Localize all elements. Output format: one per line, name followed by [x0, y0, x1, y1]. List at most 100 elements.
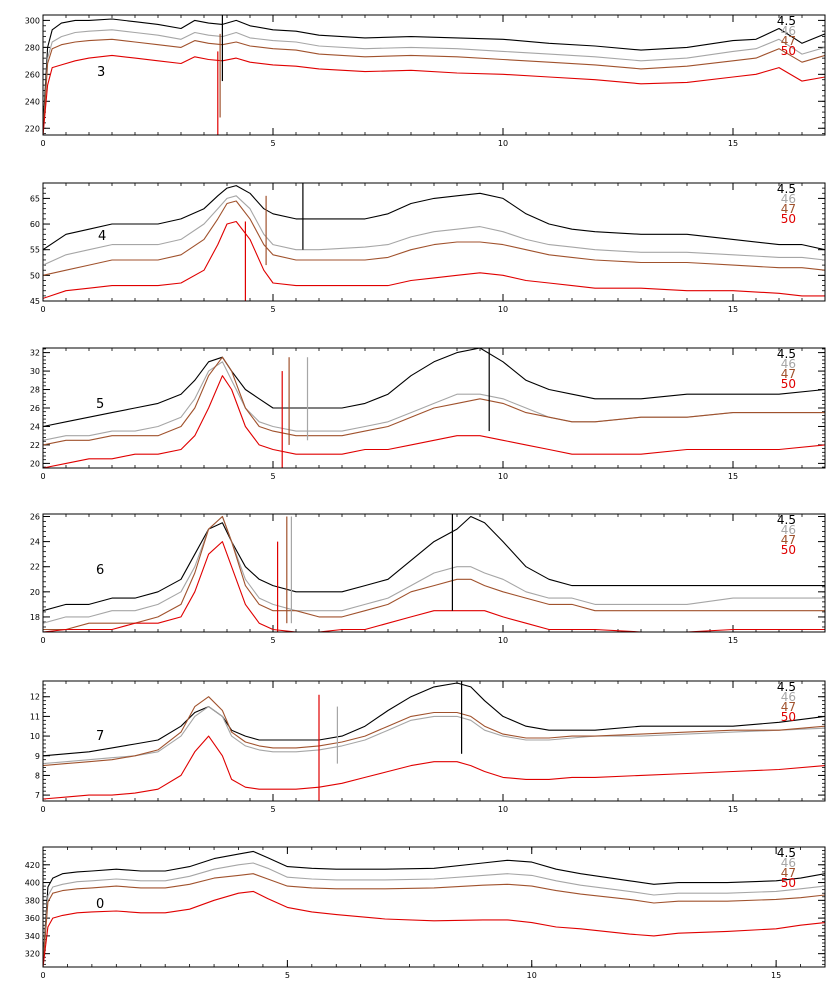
series-line-47: [43, 515, 825, 631]
panel-label: 5: [96, 397, 104, 412]
plot-frame: [42, 513, 826, 633]
x-tick-label: 10: [498, 305, 508, 314]
y-tick-label: 320: [25, 950, 40, 959]
plot-frame: [42, 14, 826, 136]
x-tick-label: 15: [728, 636, 738, 645]
x-tick-label: 10: [527, 971, 537, 980]
y-tick-label: 220: [25, 124, 40, 133]
y-tick-label: 20: [30, 459, 40, 468]
y-tick-label: 18: [30, 613, 40, 622]
y-tick-label: 380: [25, 896, 40, 905]
series-line-4.5: [43, 185, 825, 251]
legend-entry: 50: [781, 44, 796, 58]
legend-entry: 46: [781, 192, 796, 206]
plot-frame: [42, 347, 826, 469]
y-tick-label: 50: [30, 271, 40, 280]
x-tick-label: 0: [40, 805, 45, 814]
series-line-50: [43, 54, 825, 135]
panel-label: 7: [96, 729, 104, 744]
series-line-47: [43, 200, 825, 276]
y-tick-label: 400: [25, 879, 40, 888]
series-line-50: [43, 375, 825, 468]
y-tick-label: 24: [30, 538, 40, 547]
y-tick-label: 28: [30, 386, 40, 395]
y-tick-label: 9: [35, 752, 40, 761]
series-line-47: [43, 696, 825, 767]
x-tick-label: 10: [498, 472, 508, 481]
legend-entry: 4.5: [777, 347, 796, 361]
y-tick-label: 30: [30, 367, 40, 376]
y-tick-label: 7: [35, 791, 40, 800]
legend-entry: 50: [781, 710, 796, 724]
legend-entry: 47: [781, 700, 796, 714]
x-tick-label: 15: [728, 805, 738, 814]
legend-entry: 50: [781, 543, 796, 557]
y-tick-label: 65: [30, 194, 40, 203]
legend-entry: 4.5: [777, 14, 796, 28]
series-line-4.5: [43, 348, 825, 428]
legend-entry: 4.5: [777, 680, 796, 694]
x-tick-label: 10: [498, 139, 508, 148]
y-tick-label: 10: [30, 732, 40, 741]
legend-entry: 47: [781, 533, 796, 547]
x-tick-label: 15: [728, 472, 738, 481]
legend-entry: 46: [781, 690, 796, 704]
plot-frame: [42, 846, 826, 968]
panel-label: 3: [97, 65, 105, 80]
x-tick-label: 15: [728, 305, 738, 314]
y-tick-label: 300: [25, 16, 40, 25]
legend-entry: 46: [781, 24, 796, 38]
x-tick-label: 5: [270, 636, 275, 645]
legend-entry: 47: [781, 866, 796, 880]
x-tick-label: 5: [270, 139, 275, 148]
series-line-46: [43, 515, 825, 624]
y-tick-label: 55: [30, 246, 40, 255]
y-tick-label: 22: [30, 563, 40, 572]
series-line-50: [43, 890, 825, 967]
panel-label: 4: [98, 229, 106, 244]
y-tick-label: 26: [30, 404, 40, 413]
series-line-50: [43, 220, 825, 299]
x-tick-label: 0: [40, 305, 45, 314]
y-tick-label: 60: [30, 220, 40, 229]
y-tick-label: 24: [30, 422, 40, 431]
x-tick-label: 0: [40, 636, 45, 645]
x-tick-label: 0: [40, 971, 45, 980]
series-line-46: [43, 862, 825, 965]
y-tick-label: 22: [30, 441, 40, 450]
legend-entry: 46: [781, 856, 796, 870]
y-tick-label: 260: [25, 70, 40, 79]
legend-entry: 50: [781, 377, 796, 391]
series-line-4.5: [43, 682, 825, 757]
legend-entry: 47: [781, 34, 796, 48]
series-line-50: [43, 735, 825, 800]
legend-entry: 46: [781, 523, 796, 537]
series-line-4.5: [43, 850, 825, 963]
x-tick-label: 5: [270, 805, 275, 814]
panel-label: 6: [96, 563, 104, 578]
x-tick-label: 0: [40, 139, 45, 148]
x-tick-label: 10: [498, 636, 508, 645]
legend-entry: 47: [781, 202, 796, 216]
y-tick-label: 12: [30, 693, 40, 702]
legend-entry: 50: [781, 212, 796, 226]
y-tick-label: 20: [30, 588, 40, 597]
y-tick-label: 8: [35, 771, 40, 780]
series-line-4.5: [43, 18, 825, 129]
series-line-46: [43, 361, 825, 441]
x-tick-label: 15: [728, 139, 738, 148]
y-tick-label: 240: [25, 97, 40, 106]
legend-entry: 4.5: [777, 182, 796, 196]
legend-entry: 4.5: [777, 846, 796, 860]
y-tick-label: 11: [30, 712, 40, 721]
x-tick-label: 10: [498, 805, 508, 814]
plot-frame: [42, 680, 826, 802]
series-line-46: [43, 706, 825, 765]
